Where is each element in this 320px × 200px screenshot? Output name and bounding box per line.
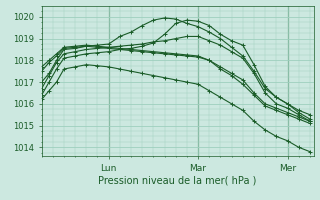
X-axis label: Pression niveau de la mer( hPa ): Pression niveau de la mer( hPa )	[99, 175, 257, 185]
